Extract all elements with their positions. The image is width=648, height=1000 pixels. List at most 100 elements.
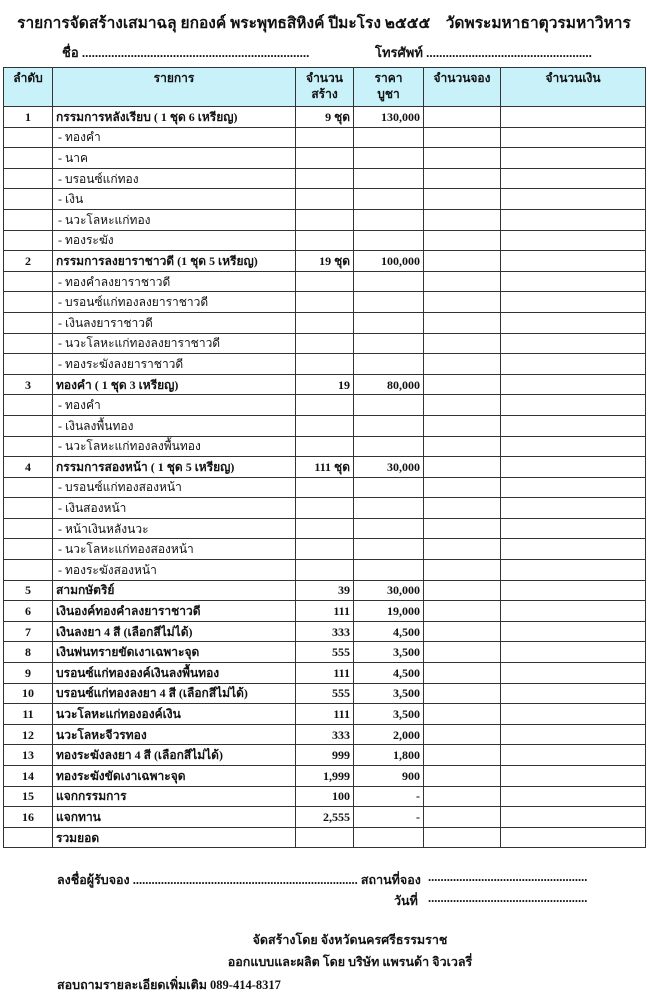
row-quantity: 333 — [295, 723, 354, 746]
row-amount-input[interactable] — [500, 270, 646, 293]
sub-item-row: - บรอนซ์แก่ทองสองหน้า — [3, 476, 646, 499]
row-reserve-input[interactable] — [423, 332, 501, 355]
row-reserve-input[interactable] — [423, 394, 501, 416]
signer-line[interactable]: ลงชื่อผู้รับจอง ........................… — [57, 873, 421, 887]
row-reserve-input[interactable] — [423, 270, 501, 293]
row-amount-input[interactable] — [500, 311, 646, 334]
row-amount-input[interactable] — [500, 208, 646, 231]
row-amount-input[interactable] — [500, 826, 646, 849]
row-amount-input[interactable] — [500, 188, 646, 210]
row-quantity — [295, 353, 354, 375]
row-amount-input[interactable] — [500, 250, 646, 272]
row-reserve-input[interactable] — [423, 126, 501, 149]
row-reserve-input[interactable] — [423, 826, 501, 849]
sub-item-row: - นวะโลหะแก่ทอง — [3, 208, 646, 231]
date-field[interactable]: ........................................… — [428, 891, 588, 905]
row-reserve-input[interactable] — [423, 188, 501, 210]
row-amount-input[interactable] — [500, 723, 646, 746]
row-quantity: 39 — [295, 579, 354, 602]
row-reserve-input[interactable] — [423, 744, 501, 766]
row-amount-input[interactable] — [500, 126, 646, 149]
row-number: 13 — [3, 744, 53, 766]
row-amount-input[interactable] — [500, 703, 646, 725]
row-amount-input[interactable] — [500, 167, 646, 190]
row-reserve-input[interactable] — [423, 167, 501, 190]
row-amount-input[interactable] — [500, 785, 646, 808]
row-reserve-input[interactable] — [423, 765, 501, 787]
row-reserve-input[interactable] — [423, 662, 501, 684]
row-amount-input[interactable] — [500, 394, 646, 416]
row-amount-input[interactable] — [500, 414, 646, 437]
row-amount-input[interactable] — [500, 373, 646, 396]
row-price — [353, 394, 424, 416]
row-amount-input[interactable] — [500, 641, 646, 664]
row-amount-input[interactable] — [500, 476, 646, 499]
row-reserve-input[interactable] — [423, 250, 501, 272]
row-amount-input[interactable] — [500, 497, 646, 519]
item-row: 1 กรรมการหลังเรียบ ( 1 ชุด 6 เหรียญ) 9 ชุด… — [3, 106, 646, 128]
phone-field[interactable]: โทรศัพท์ ...............................… — [375, 45, 592, 60]
row-reserve-input[interactable] — [423, 291, 501, 313]
row-reserve-input[interactable] — [423, 806, 501, 828]
row-price: 3,500 — [353, 682, 424, 705]
row-reserve-input[interactable] — [423, 682, 501, 705]
row-reserve-input[interactable] — [423, 373, 501, 396]
row-item-name: - ทองคำ — [52, 126, 296, 149]
row-reserve-input[interactable] — [423, 538, 501, 561]
row-amount-input[interactable] — [500, 806, 646, 828]
row-amount-input[interactable] — [500, 538, 646, 561]
row-number — [3, 208, 53, 231]
row-reserve-input[interactable] — [423, 703, 501, 725]
row-quantity — [295, 126, 354, 149]
header-price-line2: บูชา — [377, 87, 400, 101]
row-amount-input[interactable] — [500, 517, 646, 540]
row-amount-input[interactable] — [500, 353, 646, 375]
row-reserve-input[interactable] — [423, 579, 501, 602]
row-reserve-input[interactable] — [423, 497, 501, 519]
header-amount: จำนวนเงิน — [500, 67, 646, 107]
row-reserve-input[interactable] — [423, 723, 501, 746]
row-reserve-input[interactable] — [423, 311, 501, 334]
row-reserve-input[interactable] — [423, 353, 501, 375]
row-amount-input[interactable] — [500, 106, 646, 128]
row-amount-input[interactable] — [500, 229, 646, 252]
row-amount-input[interactable] — [500, 600, 646, 622]
row-item-name: - นวะโลหะแก่ทอง — [52, 208, 296, 231]
row-reserve-input[interactable] — [423, 600, 501, 622]
row-amount-input[interactable] — [500, 682, 646, 705]
row-reserve-input[interactable] — [423, 106, 501, 128]
row-number: 10 — [3, 682, 53, 705]
row-amount-input[interactable] — [500, 559, 646, 581]
row-reserve-input[interactable] — [423, 414, 501, 437]
row-reserve-input[interactable] — [423, 147, 501, 169]
row-item-name: กรรมการหลังเรียบ ( 1 ชุด 6 เหรียญ) — [52, 106, 296, 128]
row-amount-input[interactable] — [500, 147, 646, 169]
row-amount-input[interactable] — [500, 662, 646, 684]
row-reserve-input[interactable] — [423, 641, 501, 664]
row-reserve-input[interactable] — [423, 476, 501, 499]
row-amount-input[interactable] — [500, 579, 646, 602]
row-reserve-input[interactable] — [423, 229, 501, 252]
row-amount-input[interactable] — [500, 744, 646, 766]
item-row: 9 บรอนซ์แก่ทององค์เงินลงพื้นทอง 111 4,500 — [3, 662, 646, 684]
row-quantity: 19 ชุด — [295, 250, 354, 272]
row-amount-input[interactable] — [500, 435, 646, 458]
row-price: 3,500 — [353, 703, 424, 725]
row-reserve-input[interactable] — [423, 620, 501, 643]
row-number — [3, 517, 53, 540]
row-quantity: 2,555 — [295, 806, 354, 828]
place-field[interactable]: ........................................… — [428, 870, 588, 884]
row-reserve-input[interactable] — [423, 517, 501, 540]
row-amount-input[interactable] — [500, 332, 646, 355]
row-reserve-input[interactable] — [423, 559, 501, 581]
row-reserve-input[interactable] — [423, 435, 501, 458]
row-item-name: - เงิน — [52, 188, 296, 210]
row-amount-input[interactable] — [500, 456, 646, 478]
row-reserve-input[interactable] — [423, 208, 501, 231]
row-reserve-input[interactable] — [423, 456, 501, 478]
row-amount-input[interactable] — [500, 291, 646, 313]
row-amount-input[interactable] — [500, 765, 646, 787]
name-field[interactable]: ชื่อ ...................................… — [62, 45, 310, 60]
row-amount-input[interactable] — [500, 620, 646, 643]
row-reserve-input[interactable] — [423, 785, 501, 808]
